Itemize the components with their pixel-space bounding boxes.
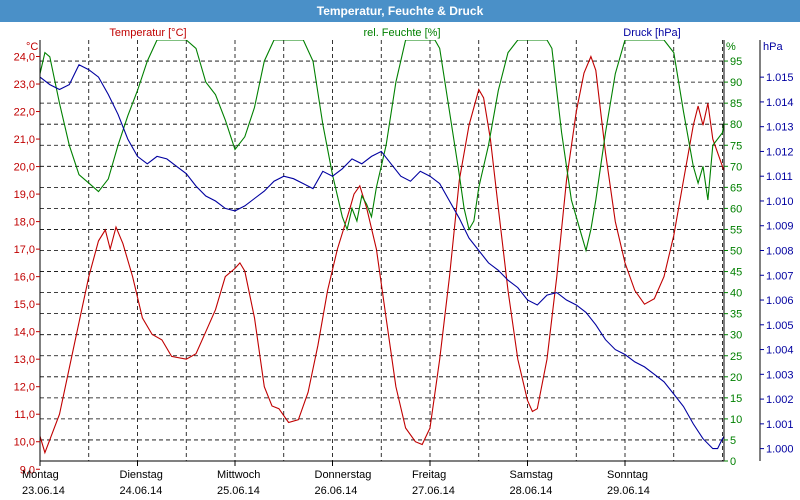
day-name-label: Mittwoch [217, 469, 260, 481]
pressure-tick-label: 1.011 [766, 171, 793, 183]
pressure-tick-label: 1.008 [766, 246, 794, 258]
temperature-unit: °C [26, 41, 38, 53]
series-line-pressure [40, 64, 724, 450]
series-line-humidity [40, 40, 724, 253]
day-date-label: 29.06.14 [607, 485, 650, 497]
temperature-tick-label: 19,0 [14, 189, 35, 201]
temperature-tick-label: 11,0 [14, 409, 35, 421]
humidity-tick-label: 85 [730, 98, 742, 110]
humidity-tick-label: 20 [730, 372, 742, 384]
day-date-label: 28.06.14 [510, 485, 553, 497]
temperature-tick-label: 15,0 [14, 299, 35, 311]
humidity-tick-label: 45 [730, 267, 742, 279]
pressure-tick-label: 1.004 [766, 345, 794, 357]
pressure-tick-label: 1.007 [766, 270, 794, 282]
day-date-label: 26.06.14 [315, 485, 358, 497]
pressure-tick-label: 1.000 [766, 444, 794, 456]
humidity-tick-label: 90 [730, 77, 742, 89]
temperature-tick-label: 22,0 [14, 107, 35, 119]
pressure-tick-label: 1.003 [766, 369, 794, 381]
temperature-tick-label: 20,0 [14, 162, 35, 174]
pressure-tick-label: 1.009 [766, 221, 794, 233]
pressure-tick-label: 1.002 [766, 394, 794, 406]
pressure-tick-label: 1.005 [766, 320, 794, 332]
humidity-tick-label: 50 [730, 246, 742, 258]
temperature-tick-label: 16,0 [14, 272, 35, 284]
day-date-label: 24.06.14 [120, 485, 163, 497]
humidity-tick-label: 5 [730, 435, 736, 447]
temperature-axis-label: Temperatur [°C] [109, 27, 186, 39]
humidity-tick-label: 30 [730, 330, 742, 342]
pressure-tick-label: 1.001 [766, 419, 794, 431]
temperature-tick-label: 24,0 [14, 52, 35, 64]
day-date-label: 27.06.14 [412, 485, 455, 497]
pressure-tick-label: 1.013 [766, 122, 794, 134]
humidity-tick-label: 95 [730, 56, 742, 68]
humidity-tick-label: 40 [730, 288, 742, 300]
temperature-tick-label: 9,0 [20, 464, 35, 476]
labels-layer: °C % hPa Temperatur [°C] rel. Feuchte [%… [26, 27, 783, 53]
day-date-label: 25.06.14 [217, 485, 260, 497]
pressure-tick-label: 1.014 [766, 97, 794, 109]
humidity-unit: % [726, 41, 736, 53]
pressure-axis-label: Druck [hPa] [623, 27, 680, 39]
temperature-tick-label: 17,0 [14, 244, 35, 256]
humidity-tick-label: 75 [730, 140, 742, 152]
pressure-unit: hPa [763, 41, 783, 53]
day-date-label: 23.06.14 [22, 485, 65, 497]
pressure-tick-label: 1.006 [766, 295, 794, 307]
axes-layer: 24,0 23,0 22,0 21,0 20,0 19,0 18,0 17,0 16,0 15,0… [14, 40, 794, 497]
series-layer [40, 40, 724, 455]
humidity-tick-label: 80 [730, 119, 742, 131]
humidity-tick-label: 10 [730, 414, 742, 426]
pressure-tick-label: 1.010 [766, 196, 794, 208]
humidity-tick-label: 35 [730, 309, 742, 321]
humidity-tick-label: 60 [730, 203, 742, 215]
temperature-tick-label: 18,0 [14, 217, 35, 229]
temperature-tick-label: 21,0 [14, 134, 35, 146]
temperature-tick-label: 14,0 [14, 327, 35, 339]
humidity-axis-label: rel. Feuchte [%] [363, 27, 440, 39]
chart-title: Temperatur, Feuchte & Druck [0, 0, 800, 22]
pressure-tick-label: 1.012 [766, 146, 794, 158]
humidity-tick-label: 25 [730, 351, 742, 363]
humidity-tick-label: 15 [730, 393, 742, 405]
humidity-tick-label: 55 [730, 224, 742, 236]
temperature-tick-label: 13,0 [14, 354, 35, 366]
grid [39, 40, 724, 462]
day-name-label: Sonntag [607, 469, 648, 481]
day-name-label: Freitag [412, 469, 446, 481]
temperature-tick-label: 23,0 [14, 79, 35, 91]
humidity-tick-label: 0 [730, 456, 736, 468]
humidity-tick-label: 65 [730, 182, 742, 194]
day-name-label: Dienstag [120, 469, 163, 481]
pressure-tick-label: 1.015 [766, 72, 794, 84]
day-name-label: Samstag [510, 469, 553, 481]
temperature-tick-label: 10,0 [14, 437, 35, 449]
humidity-tick-label: 70 [730, 161, 742, 173]
day-name-label: Montag [22, 469, 59, 481]
day-name-label: Donnerstag [315, 469, 372, 481]
temperature-tick-label: 12,0 [14, 382, 35, 394]
series-line-temperature [40, 54, 724, 455]
